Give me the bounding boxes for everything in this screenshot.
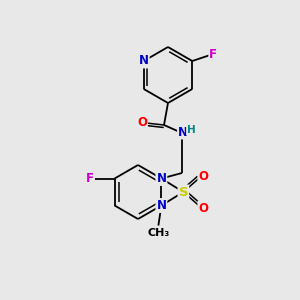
Text: H: H [187, 125, 195, 135]
Text: F: F [85, 172, 94, 185]
Text: N: N [156, 199, 167, 212]
Text: N: N [156, 172, 167, 185]
Text: O: O [137, 116, 147, 130]
Text: N: N [139, 55, 149, 68]
Text: O: O [198, 202, 208, 214]
Text: F: F [209, 49, 217, 62]
Text: N: N [178, 125, 188, 139]
Text: CH₃: CH₃ [147, 227, 170, 238]
Text: S: S [178, 185, 188, 199]
Text: O: O [198, 169, 208, 182]
